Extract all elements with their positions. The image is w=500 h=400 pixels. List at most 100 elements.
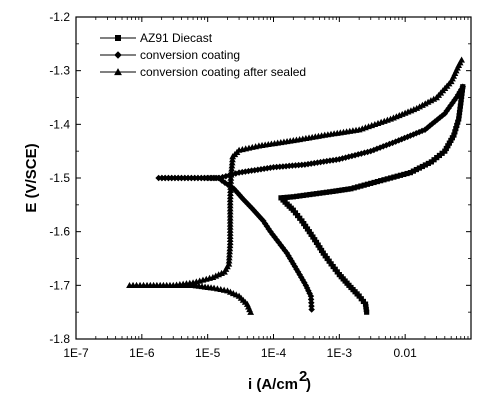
data-point [297,215,303,221]
data-point [165,174,172,182]
data-point [456,109,463,116]
data-point [254,211,261,218]
data-point [419,101,426,108]
y-tick-label: -1.3 [49,64,70,78]
data-point [226,217,234,224]
data-point [226,248,234,255]
data-point [456,116,462,122]
data-point [452,129,458,135]
legend-marker [114,68,122,76]
data-point [458,56,465,63]
data-point [226,226,234,233]
x-tick-label: 1E-5 [195,346,221,360]
data-point [184,174,192,182]
data-point [378,178,384,184]
data-point [226,214,234,221]
data-point [384,176,390,182]
y-tick-label: -1.5 [49,171,70,185]
data-point [306,229,312,235]
data-point [416,103,423,110]
y-axis: -1.8 -1.7 -1.6 -1.5 -1.4 -1.3 -1.2 [49,10,471,346]
x-tick-label: 1E-4 [261,346,287,360]
x-tick-label: 1E-6 [129,346,155,360]
data-point [430,95,438,102]
data-point [310,191,316,197]
data-point [292,210,299,216]
data-point [227,168,235,175]
data-point [320,190,326,196]
data-point [327,189,333,195]
data-point [362,301,369,307]
data-point [454,122,460,129]
data-point [334,269,340,275]
data-point [445,143,451,149]
data-point [434,155,440,161]
x-axis-label-superscript: 2 [299,368,307,385]
data-point [227,189,234,197]
data-point [323,189,329,195]
data-point [174,174,182,182]
data-point [354,184,361,190]
data-point [317,190,323,196]
data-point [324,255,330,262]
data-point [297,193,303,199]
data-point [391,174,397,180]
x-axis: 1E-7 1E-6 1E-5 1E-4 1E-3 0.01 [63,17,469,360]
data-point [446,140,452,146]
data-point [358,183,364,189]
data-point [155,174,162,182]
legend-marker [114,51,122,59]
data-point [226,229,234,236]
data-point [226,245,234,252]
data-point [342,187,348,193]
data-point [459,83,467,91]
data-point [227,177,235,184]
data-point [453,126,459,132]
data-point [364,181,371,187]
data-point [413,166,419,173]
data-point [226,251,233,258]
data-point [320,250,326,256]
data-point [313,239,320,245]
data-point [226,205,234,212]
y-tick-label: -1.7 [49,278,70,292]
y-axis-label: E (V/SCE) [23,143,40,212]
data-point [226,196,234,203]
data-point [394,173,400,179]
data-point [178,174,185,182]
data-point [424,98,432,105]
data-point [427,97,435,104]
data-point [295,212,301,219]
data-point [428,159,434,165]
legend-item: conversion coating [100,48,240,62]
legend-item: AZ91 Diecast [100,31,213,45]
data-point [416,165,422,171]
data-point [442,148,448,154]
data-point [226,202,234,209]
data-point [458,97,464,103]
data-point [278,195,284,201]
data-point [191,174,198,182]
data-point [226,193,234,200]
data-point [436,152,443,159]
x-tick-label: 1E-7 [63,346,89,360]
legend-marker [115,35,121,41]
data-point [351,185,357,191]
data-point [371,179,377,186]
data-point [226,235,234,243]
data-point [358,296,364,302]
data-point [407,170,413,176]
data-point [328,261,334,267]
data-point [457,103,463,109]
data-point [326,258,332,264]
data-point [318,247,325,254]
data-point [455,119,461,125]
data-point [312,237,318,243]
data-point [304,226,311,232]
y-tick-label: -1.4 [49,117,70,131]
data-point [322,253,328,259]
data-point [228,159,236,166]
y-tick-label: -1.6 [49,225,70,239]
data-point [364,309,370,315]
data-point [225,254,233,261]
